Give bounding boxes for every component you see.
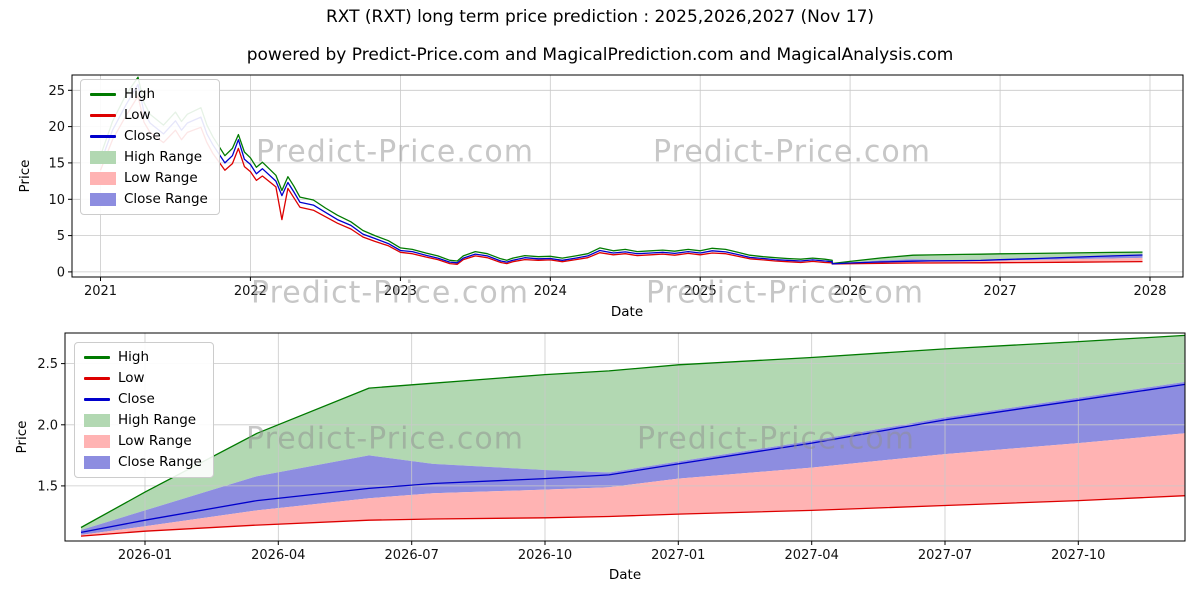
high-range-swatch	[90, 150, 116, 164]
x-tick-label: 2023	[384, 284, 417, 299]
legend-item-high: High	[84, 349, 202, 366]
high-line	[80, 334, 1186, 529]
high-line-swatch	[84, 355, 110, 359]
legend-label-close: Close	[118, 391, 155, 408]
legend-label-high-range: High Range	[118, 412, 197, 429]
bottom-chart-ylabel: Price	[14, 420, 30, 454]
legend-label-low: Low	[118, 370, 145, 387]
y-tick-label: 20	[48, 120, 65, 135]
low-range-swatch	[90, 171, 116, 185]
legend-item-low-range: Low Range	[84, 433, 202, 450]
legend-label-low-range: Low Range	[118, 433, 192, 450]
legend-item-low: Low	[84, 370, 202, 387]
x-tick-label: 2022	[234, 284, 267, 299]
high-line-swatch	[90, 92, 116, 96]
gridlines	[65, 333, 1185, 541]
close-range-swatch	[90, 192, 116, 206]
forecast-detail: 2026-01 2026-04 2026-07 2026-10 2027-01 2027-…	[37, 332, 1186, 563]
x-tick-label: 2024	[534, 284, 567, 299]
close-line-swatch	[90, 134, 116, 138]
watermark-text: Predict-Price.com	[256, 134, 534, 170]
legend-item-high: High	[90, 86, 208, 103]
high-range-band	[832, 252, 1143, 264]
legend-item-close: Close	[84, 391, 202, 408]
y-tick-label: 5	[57, 229, 65, 244]
y-tick-label: 1.5	[37, 479, 58, 494]
page-title: RXT (RXT) long term price prediction : 2…	[325, 7, 875, 27]
plot-frame	[64, 332, 1186, 542]
y-tick-label: 15	[48, 156, 65, 171]
legend-item-close: Close	[90, 128, 208, 145]
watermark-text: Predict-Price.com	[637, 421, 915, 457]
legend-label-close-range: Close Range	[118, 454, 202, 471]
legend-item-low: Low	[90, 107, 208, 124]
close-range-band	[81, 381, 1185, 535]
y-axis: 0 5 10 15 20 25	[48, 84, 72, 280]
y-tick-label: 2.5	[37, 357, 58, 372]
price-history-with-forecast: 2021 2022 2023 2024 2025 2026 2027 202805101520…	[48, 74, 1184, 299]
close-line	[99, 83, 1143, 265]
y-tick-label: 25	[48, 84, 65, 99]
legend-label-close-range: Close Range	[124, 191, 208, 208]
x-tick-label: 2026-07	[385, 548, 439, 563]
x-axis: 2026-01 2026-04 2026-07 2026-10 2027-01 2027-…	[118, 541, 1105, 563]
x-tick-label: 2021	[84, 284, 117, 299]
x-tick-label: 2026-04	[251, 548, 305, 563]
low-range-swatch	[84, 434, 110, 448]
plot-frame	[71, 74, 1184, 278]
low-line	[80, 495, 1186, 537]
high-line	[99, 76, 1143, 265]
x-tick-label: 2028	[1133, 284, 1166, 299]
low-line-swatch	[84, 376, 110, 380]
legend-label-low-range: Low Range	[124, 170, 198, 187]
low-line-swatch	[90, 113, 116, 117]
y-tick-label: 2.0	[37, 418, 58, 433]
top-chart-ylabel: Price	[17, 159, 33, 193]
legend-label-high-range: High Range	[124, 149, 203, 166]
watermark-text: Predict-Price.com	[653, 134, 931, 170]
low-line	[99, 95, 1143, 265]
legend-item-high-range: High Range	[90, 149, 208, 166]
top-chart-legend: High Low Close High Range Low Range Clos…	[80, 79, 220, 215]
low-range-band	[81, 433, 1185, 537]
plot-background	[72, 75, 1183, 277]
watermark-text: Predict-Price.com	[646, 275, 924, 311]
high-range-swatch	[84, 413, 110, 427]
y-tick-label: 10	[48, 193, 65, 208]
top-chart-xlabel: Date	[610, 304, 644, 320]
x-axis: 2021 2022 2023 2024 2025 2026 2027 2028	[84, 277, 1167, 299]
x-tick-label: 2026-01	[118, 548, 172, 563]
high-range-band	[81, 335, 1185, 530]
x-tick-label: 2025	[684, 284, 717, 299]
watermark-text: Predict-Price.com	[246, 421, 524, 457]
watermark-text: Predict-Price.com	[251, 275, 529, 311]
y-axis: 1.5 2.0 2.5	[37, 357, 65, 494]
bottom-chart-xlabel: Date	[608, 567, 642, 583]
x-tick-label: 2027	[984, 284, 1017, 299]
page-subtitle: powered by Predict-Price.com and Magical…	[246, 45, 954, 65]
x-tick-label: 2027-04	[785, 548, 839, 563]
close-range-swatch	[84, 455, 110, 469]
legend-item-low-range: Low Range	[90, 170, 208, 187]
x-tick-label: 2027-01	[651, 548, 705, 563]
x-tick-label: 2027-07	[918, 548, 972, 563]
x-tick-label: 2026	[834, 284, 867, 299]
bottom-chart-legend: High Low Close High Range Low Range Clos…	[74, 342, 214, 478]
legend-item-high-range: High Range	[84, 412, 202, 429]
x-tick-label: 2027-10	[1051, 548, 1105, 563]
legend-label-high: High	[118, 349, 150, 366]
close-line	[80, 383, 1186, 534]
legend-item-close-range: Close Range	[90, 191, 208, 208]
legend-label-close: Close	[124, 128, 161, 145]
legend-item-close-range: Close Range	[84, 454, 202, 471]
y-tick-label: 0	[57, 265, 65, 280]
legend-label-high: High	[124, 86, 156, 103]
close-line-swatch	[84, 397, 110, 401]
x-tick-label: 2026-10	[518, 548, 572, 563]
legend-label-low: Low	[124, 107, 151, 124]
